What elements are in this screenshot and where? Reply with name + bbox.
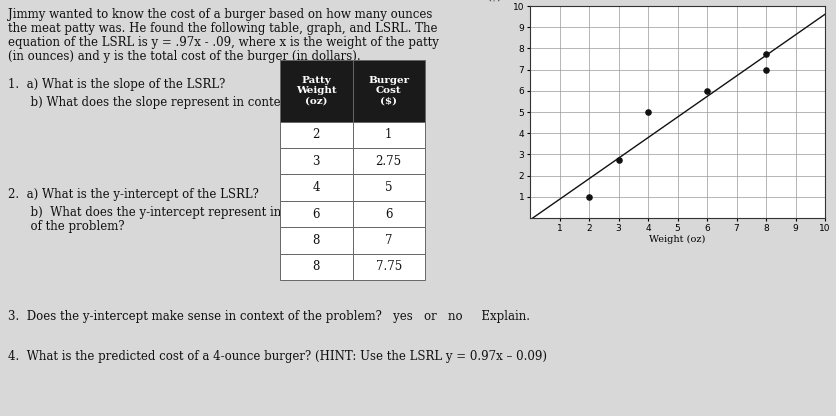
Text: 7.75: 7.75 [375, 260, 402, 273]
Text: 1.  a) What is the slope of the LSRL?: 1. a) What is the slope of the LSRL? [8, 78, 226, 91]
Text: b)  What does the y-intercept represent in context: b) What does the y-intercept represent i… [8, 206, 329, 219]
Bar [353, 60, 425, 121]
Point [701, 87, 714, 94]
Text: 4.  What is the predicted cost of a 4-ounce burger? (HINT: Use the LSRL y = 0.97: 4. What is the predicted cost of a 4-oun… [8, 350, 547, 363]
Text: (in ounces) and y is the total cost of the burger (in dollars).: (in ounces) and y is the total cost of t… [8, 50, 360, 63]
Text: 3: 3 [313, 155, 320, 168]
Text: 6: 6 [385, 208, 392, 220]
Point [759, 66, 772, 73]
Text: 8: 8 [313, 260, 320, 273]
Bar [280, 254, 353, 280]
Bar [353, 201, 425, 227]
Text: Burger
Cost
($): Burger Cost ($) [368, 76, 410, 106]
Bar [280, 148, 353, 174]
Text: 2.  a) What is the y-intercept of the LSRL?: 2. a) What is the y-intercept of the LSR… [8, 188, 259, 201]
Bar [280, 121, 353, 148]
Bar [353, 121, 425, 148]
Bar [353, 227, 425, 254]
X-axis label: Weight (oz): Weight (oz) [650, 235, 706, 245]
Bar [353, 254, 425, 280]
Text: b) What does the slope represent in context?: b) What does the slope represent in cont… [8, 96, 298, 109]
Text: 3.  Does the y-intercept make sense in context of the problem?   yes   or   no  : 3. Does the y-intercept make sense in co… [8, 310, 530, 323]
Text: 5: 5 [385, 181, 392, 194]
Point [759, 50, 772, 57]
Text: the meat patty was. He found the following table, graph, and LSRL. The: the meat patty was. He found the followi… [8, 22, 437, 35]
Text: 8: 8 [313, 234, 320, 247]
Text: Patty
Weight
(oz): Patty Weight (oz) [296, 76, 337, 106]
Point [583, 193, 596, 200]
Text: 1: 1 [385, 128, 392, 141]
Text: 2.75: 2.75 [375, 155, 402, 168]
Text: Jimmy wanted to know the cost of a burger based on how many ounces: Jimmy wanted to know the cost of a burge… [8, 8, 432, 21]
Bar [280, 60, 353, 121]
Point [641, 109, 655, 115]
Point [612, 156, 625, 163]
Text: Cost
($): Cost ($) [483, 0, 505, 2]
Text: of the problem?: of the problem? [8, 220, 125, 233]
Text: 2: 2 [313, 128, 320, 141]
Text: 6: 6 [313, 208, 320, 220]
Bar [353, 174, 425, 201]
Bar [280, 227, 353, 254]
Bar [353, 148, 425, 174]
Bar [280, 201, 353, 227]
Text: 7: 7 [385, 234, 392, 247]
Text: 4: 4 [313, 181, 320, 194]
Bar [280, 174, 353, 201]
Text: equation of the LSRL is y = .97x - .09, where x is the weight of the patty: equation of the LSRL is y = .97x - .09, … [8, 36, 439, 49]
